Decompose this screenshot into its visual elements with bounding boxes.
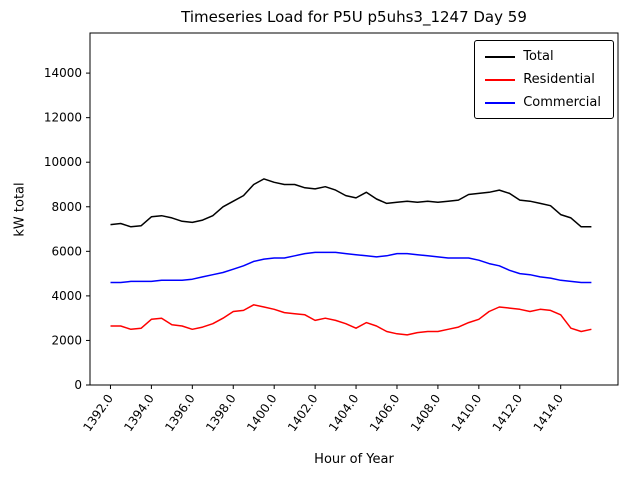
- y-tick-label: 8000: [51, 200, 82, 214]
- legend-row: Residential: [485, 72, 601, 87]
- x-axis-label: Hour of Year: [314, 452, 394, 467]
- y-tick-label: 4000: [51, 289, 82, 303]
- residential-line-icon: [485, 78, 516, 81]
- y-tick-label: 14000: [44, 66, 82, 80]
- chart-title: Timeseries Load for P5U p5uhs3_1247 Day …: [181, 8, 527, 26]
- y-tick-label: 10000: [44, 155, 82, 169]
- x-tick-label: 1414.0: [531, 392, 567, 434]
- total-line-icon: [485, 55, 516, 58]
- x-tick-label: 1402.0: [285, 392, 321, 434]
- series-line-commercial: [110, 251, 592, 284]
- y-tick-label: 6000: [51, 244, 82, 258]
- y-tick-label: 12000: [44, 111, 82, 125]
- legend-row: Commercial: [485, 95, 601, 110]
- legend: Total Residential Commercial: [474, 40, 614, 119]
- y-tick-label: 2000: [51, 333, 82, 347]
- legend-row: Total: [485, 49, 601, 64]
- x-tick-label: 1410.0: [449, 392, 485, 434]
- x-tick-label: 1412.0: [490, 392, 526, 434]
- x-tick-label: 1406.0: [367, 392, 403, 434]
- legend-label-residential: Residential: [523, 72, 595, 87]
- x-tick-label: 1392.0: [80, 392, 116, 434]
- x-tick-label: 1408.0: [408, 392, 444, 434]
- axes-box: [89, 32, 619, 386]
- x-tick-label: 1396.0: [162, 392, 198, 434]
- x-tick-label: 1400.0: [244, 392, 280, 434]
- x-tick-label: 1394.0: [121, 392, 157, 434]
- legend-label-commercial: Commercial: [523, 95, 601, 110]
- commercial-line-icon: [485, 101, 516, 104]
- series-line-residential: [110, 304, 592, 336]
- y-tick-label: 0: [74, 378, 82, 392]
- x-tick-label: 1404.0: [326, 392, 362, 434]
- x-tick-label: 1398.0: [203, 392, 239, 434]
- series-line-total: [110, 178, 592, 228]
- legend-label-total: Total: [523, 49, 554, 64]
